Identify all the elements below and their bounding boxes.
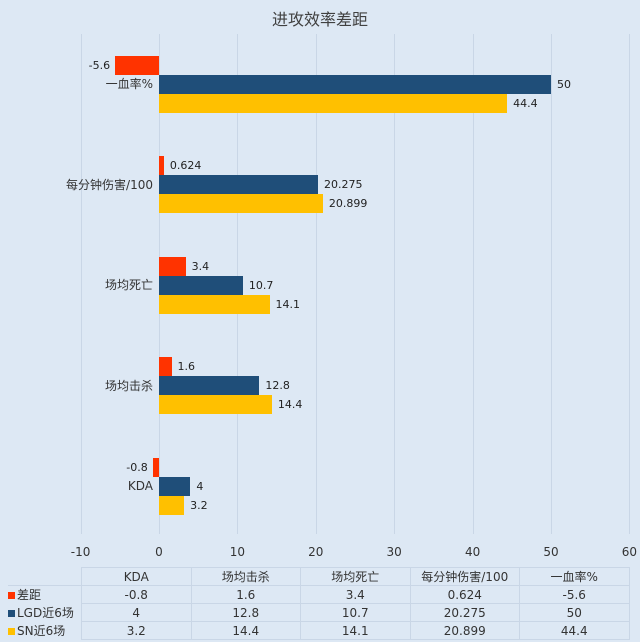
bar-sn: [159, 194, 323, 213]
table-header: 场均击杀: [190, 567, 301, 586]
data-label: -0.8: [126, 460, 148, 474]
table-cell: 20.275: [409, 603, 520, 622]
gridline: [629, 34, 630, 534]
table-cell: 3.2: [81, 621, 192, 640]
bar-lgd: [159, 275, 243, 295]
data-label: 50: [557, 77, 571, 91]
table-cell: 0.624: [409, 585, 520, 604]
bar-diff: [152, 457, 159, 477]
data-label: 14.4: [277, 398, 303, 411]
data-label: 20.275: [323, 178, 363, 191]
x-tick-label: 0: [155, 545, 163, 559]
x-tick-label: 20: [308, 545, 324, 559]
table-header: 每分钟伤害/100: [409, 567, 520, 586]
x-tick-label: 60: [621, 545, 638, 559]
x-tick-label: 10: [229, 545, 246, 559]
bar-lgd: [159, 74, 551, 94]
bar-sn: [159, 395, 272, 414]
data-label: 3.2: [190, 498, 208, 512]
bar-diff: [159, 256, 186, 276]
legend-label: 差距: [17, 588, 42, 603]
bar-diff: [159, 156, 164, 175]
table-header: KDA: [81, 567, 192, 586]
bar-sn: [159, 495, 185, 515]
data-label: 0.624: [169, 159, 202, 172]
table-header: 场均死亡: [300, 567, 411, 586]
data-label: 3.4: [191, 259, 210, 273]
category-label: KDA: [127, 479, 153, 493]
table-cell: -0.8: [81, 585, 192, 604]
data-label: 44.4: [513, 96, 538, 110]
table-cell: 4: [81, 603, 192, 622]
data-label: 14.1: [275, 297, 301, 311]
category-label: 场均击杀: [104, 378, 153, 393]
table-cell: 50: [519, 603, 630, 622]
x-tick-label: -10: [70, 545, 91, 559]
x-tick-label: 50: [543, 545, 559, 559]
bar-diff: [115, 55, 159, 75]
table-corner: [8, 567, 82, 586]
bar-sn: [159, 294, 270, 314]
table-cell: 14.4: [190, 621, 301, 640]
gridline: [316, 34, 317, 534]
legend-swatch-lgd: [8, 610, 15, 617]
table-cell: 44.4: [519, 621, 630, 640]
bar-lgd: [159, 376, 260, 395]
legend-swatch-sn: [8, 628, 15, 635]
table-cell: 3.4: [300, 585, 411, 604]
data-label: 4: [196, 479, 204, 493]
category-label: 一血率%: [105, 77, 153, 91]
bar-sn: [159, 93, 508, 113]
bar-lgd: [159, 175, 318, 194]
bar-lgd: [159, 476, 191, 496]
data-label: 10.7: [248, 278, 274, 292]
table-cell: 20.899: [409, 621, 520, 640]
gridline: [81, 34, 82, 534]
bar-diff: [159, 357, 172, 376]
x-tick-label: 40: [464, 545, 481, 559]
data-label: -5.6: [88, 58, 111, 72]
data-table: KDA 场均击杀 场均死亡 每分钟伤害/100 一血率% 差距 -0.8 1.6…: [8, 567, 630, 640]
data-label: 20.899: [328, 197, 368, 210]
legend-swatch-diff: [8, 592, 15, 600]
table-cell: 1.6: [190, 585, 301, 604]
table-cell: 10.7: [300, 603, 411, 622]
table-row: SN近6场 3.2 14.4 14.1 20.899 44.4: [8, 621, 630, 640]
data-label: 12.8: [265, 379, 290, 392]
table-cell: 14.1: [300, 621, 411, 640]
legend-label: LGD近6场: [17, 606, 74, 620]
table-row: 差距 -0.8 1.6 3.4 0.624 -5.6: [8, 585, 630, 604]
data-label: 1.6: [177, 360, 196, 373]
x-tick-label: 30: [386, 545, 402, 559]
table-header: 一血率%: [519, 567, 630, 586]
table-cell: 12.8: [190, 603, 301, 622]
gridline: [473, 34, 474, 534]
legend-label: SN近6场: [17, 624, 66, 638]
chart-title: 进攻效率差距: [271, 10, 368, 29]
gridline: [551, 34, 552, 534]
gridline: [394, 34, 395, 534]
category-label: 场均死亡: [104, 278, 153, 292]
table-cell: -5.6: [519, 585, 630, 604]
category-label: 每分钟伤害/100: [66, 177, 153, 192]
table-row: LGD近6场 4 12.8 10.7 20.275 50: [8, 603, 630, 622]
